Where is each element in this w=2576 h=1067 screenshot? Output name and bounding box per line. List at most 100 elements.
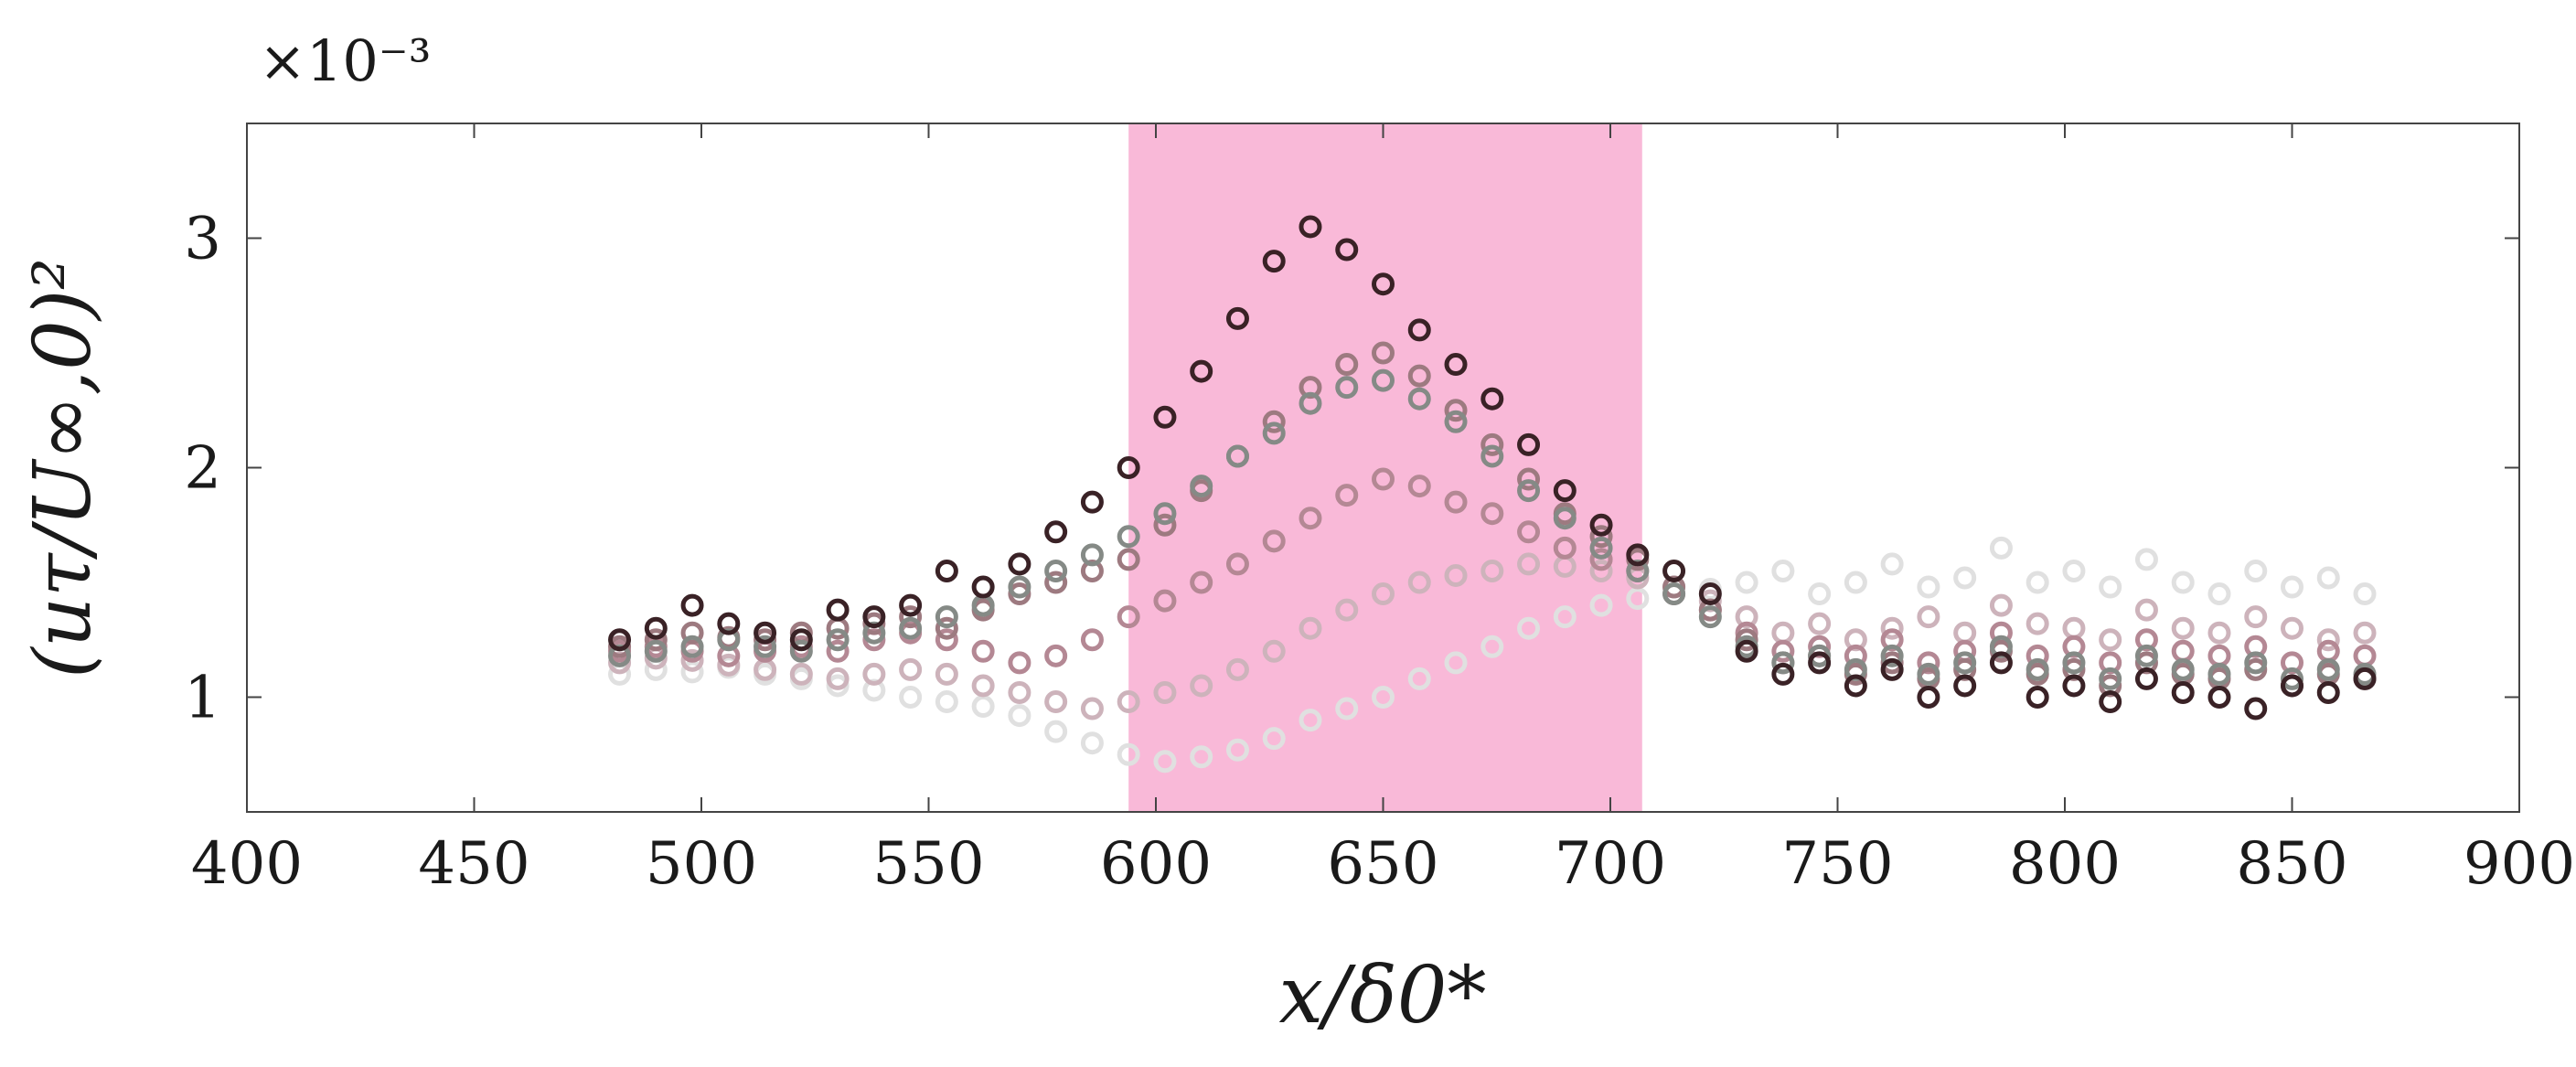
scatter-point: [1080, 697, 1104, 720]
scatter-point: [1589, 593, 1613, 617]
x-tick-label: 700: [1555, 830, 1666, 898]
scatter-point: [1480, 502, 1504, 526]
scatter-point: [1517, 467, 1541, 491]
scatter-point: [1407, 387, 1431, 411]
scatter-point: [1553, 536, 1577, 560]
scatter-point: [1444, 651, 1468, 675]
scatter-point: [1372, 272, 1395, 296]
scatter-point: [1989, 536, 2013, 560]
x-tick-label: 550: [872, 830, 984, 898]
scatter-point: [1335, 376, 1359, 400]
scatter-point: [2026, 686, 2049, 709]
scatter-point: [1989, 593, 2013, 617]
scatter-point: [1008, 575, 1031, 599]
highlight-band: [1128, 123, 1642, 812]
scatter-point: [1008, 582, 1031, 606]
scatter-point: [1444, 353, 1468, 377]
scatter-point: [644, 616, 668, 640]
scatter-point: [1372, 341, 1395, 365]
scatter-point: [1262, 529, 1286, 553]
scatter-point: [1407, 475, 1431, 498]
scatter-point: [2171, 571, 2195, 594]
scatter-point: [1517, 616, 1541, 640]
scatter-point: [1589, 513, 1613, 537]
scatter-point: [1407, 571, 1431, 594]
scatter-point: [1880, 644, 1904, 667]
scatter-point: [1517, 520, 1541, 544]
scatter-point: [1444, 410, 1468, 433]
scatter-point: [680, 648, 704, 672]
scatter-point: [1190, 571, 1213, 594]
scatter-point: [2026, 657, 2049, 681]
scatter-point: [1626, 543, 1650, 567]
scatter-point: [2244, 559, 2268, 582]
scatter-point: [1626, 587, 1650, 611]
scatter-point: [1044, 644, 1068, 667]
scatter-point: [1589, 548, 1613, 571]
scatter-point: [2171, 680, 2195, 704]
scatter-point: [1262, 250, 1286, 273]
scatter-point: [1117, 548, 1140, 571]
scatter-point: [1080, 543, 1104, 567]
scatter-point: [1044, 720, 1068, 743]
scatter-point: [862, 605, 886, 629]
scatter-point: [935, 628, 958, 652]
scatter-point: [2062, 674, 2086, 698]
scatter-point: [1080, 731, 1104, 755]
x-tick-label: 900: [2464, 830, 2575, 898]
scatter-point: [899, 605, 923, 629]
x-tick-label: 750: [1781, 830, 1893, 898]
scatter-point: [1953, 674, 1977, 698]
scatter-point: [2244, 605, 2268, 629]
scatter-point: [826, 639, 850, 663]
scatter-point: [1372, 582, 1395, 606]
scatter-point: [1880, 552, 1904, 576]
scatter-point: [1299, 507, 1322, 530]
scatter-point: [1480, 444, 1504, 468]
scatter-point: [2316, 566, 2340, 590]
scatter-point: [1044, 690, 1068, 714]
scatter-point: [789, 639, 813, 663]
scatter-point: [1190, 674, 1213, 698]
scatter-point: [1771, 639, 1795, 663]
scatter-point: [1698, 582, 1722, 606]
scatter-point: [826, 598, 850, 622]
scatter-point: [1553, 479, 1577, 503]
y-tick-label: 3: [184, 206, 221, 273]
scatter-point: [2026, 571, 2049, 594]
scatter-point: [2353, 621, 2377, 645]
scatter-point: [1517, 479, 1541, 503]
scatter-point: [1662, 559, 1686, 582]
scatter-point: [1262, 421, 1286, 445]
scatter-point: [826, 667, 850, 690]
scatter-point: [644, 628, 668, 652]
scatter-point: [1808, 612, 1832, 635]
scatter-point: [2134, 548, 2158, 571]
scatter-point: [1662, 582, 1686, 606]
scatter-point: [2171, 616, 2195, 640]
scatter-point: [789, 628, 813, 652]
scatter-point: [1225, 306, 1249, 330]
scatter-point: [680, 635, 704, 658]
scatter-point: [899, 593, 923, 617]
scatter-point: [1407, 667, 1431, 690]
scatter-point: [1589, 525, 1613, 549]
scatter-point: [2316, 628, 2340, 652]
scatter-point: [1044, 571, 1068, 594]
scatter-point: [899, 686, 923, 709]
scatter-point: [1407, 318, 1431, 342]
scatter-point: [1262, 639, 1286, 663]
scatter-point: [1299, 616, 1322, 640]
scatter-point: [899, 657, 923, 681]
scatter-point: [1225, 657, 1249, 681]
axis-ticks: [246, 123, 2520, 812]
scatter-point: [608, 635, 632, 658]
scatter-point: [2099, 667, 2122, 690]
x-tick-label: 650: [1327, 830, 1438, 898]
scatter-point: [789, 662, 813, 686]
scatter-point: [2099, 690, 2122, 714]
scatter-point: [1153, 750, 1177, 774]
scatter-point: [1117, 690, 1140, 714]
scatter-point: [644, 639, 668, 663]
